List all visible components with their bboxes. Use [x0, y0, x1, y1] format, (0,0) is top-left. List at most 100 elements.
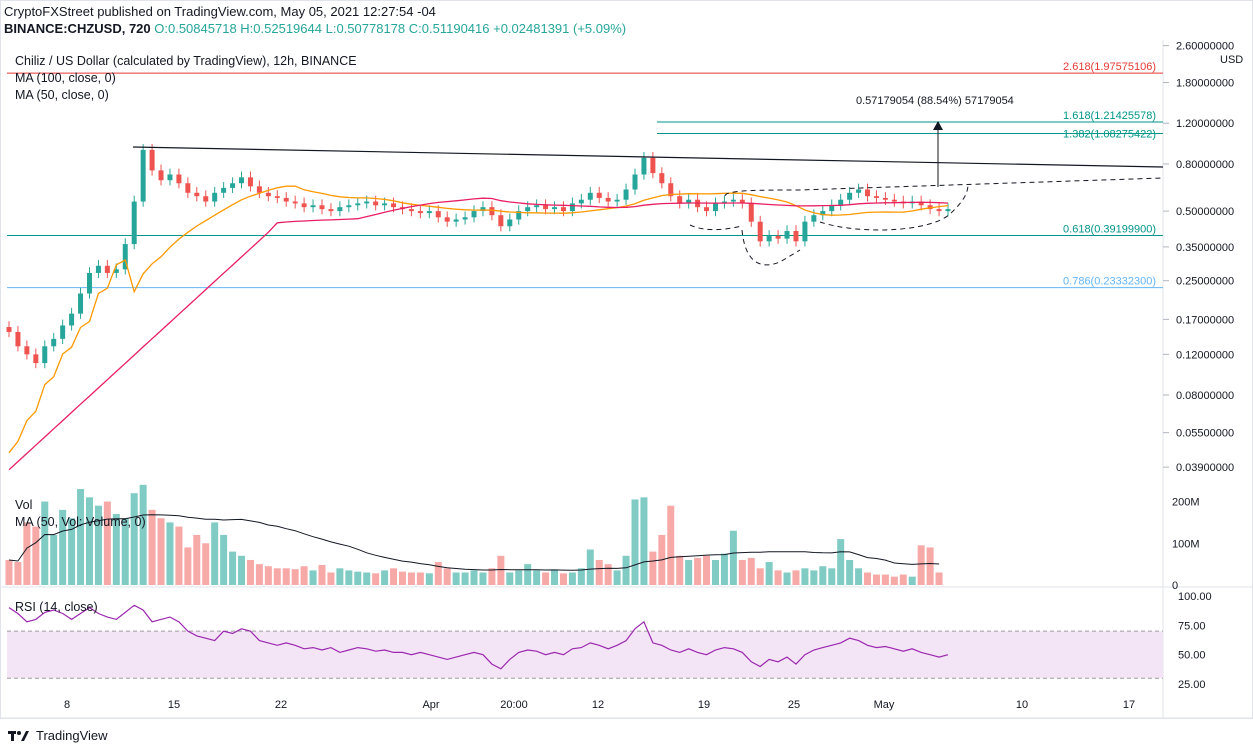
- volume-bar: [613, 570, 621, 585]
- time-tick-label: 12: [592, 699, 604, 711]
- volume-bar: [202, 543, 210, 585]
- volume-bar: [59, 509, 67, 585]
- candle-body: [230, 183, 236, 188]
- candle-body: [534, 205, 540, 208]
- volume-bar: [577, 568, 585, 585]
- volume-bar: [41, 501, 49, 585]
- candle-body: [489, 207, 495, 216]
- volume-bar: [649, 551, 657, 585]
- time-tick-label: 17: [1123, 699, 1135, 711]
- candle-body: [802, 221, 808, 242]
- volume-bar: [604, 564, 612, 585]
- volume-bar: [801, 568, 809, 585]
- candle-body: [793, 231, 799, 242]
- volume-bar: [246, 559, 254, 585]
- volume-bar: [640, 497, 648, 585]
- candle-body: [936, 209, 942, 212]
- candle-body: [221, 187, 227, 193]
- candle-body: [605, 197, 611, 202]
- left-shoulder-dashed: [689, 224, 743, 231]
- candle-body: [51, 338, 57, 347]
- candle-body: [382, 203, 388, 206]
- price-tick-label: 0.50000000: [1176, 206, 1234, 218]
- time-tick-label: 15: [168, 699, 180, 711]
- neckline-dashed: [724, 177, 1164, 197]
- tradingview-logo-icon: [8, 730, 29, 741]
- volume-bar: [238, 555, 246, 585]
- volume-tick-label: 100M: [1172, 538, 1200, 550]
- candle-body: [78, 293, 84, 314]
- time-tick-label: Apr: [422, 699, 439, 711]
- volume-bar: [336, 568, 344, 585]
- volume-bar: [631, 499, 639, 585]
- volume-bar: [345, 570, 353, 585]
- candle-body: [60, 325, 66, 339]
- candle-body: [167, 174, 173, 181]
- volume-bar: [846, 559, 854, 585]
- volume-bar: [148, 509, 156, 585]
- volume-bar: [524, 564, 532, 585]
- volume-bars: [5, 484, 943, 585]
- volume-legend: Vol: [15, 498, 33, 512]
- footer-brand[interactable]: TradingView: [8, 728, 108, 743]
- volume-bar: [291, 569, 299, 585]
- candle-body: [569, 203, 575, 212]
- volume-bar: [68, 518, 76, 585]
- volume-bar: [470, 570, 478, 585]
- volume-bar: [407, 572, 415, 585]
- candle-body: [42, 346, 48, 364]
- volume-tick-label: 200M: [1172, 497, 1200, 509]
- fib-level-label: 2.618(1.97575106): [1063, 61, 1156, 73]
- volume-bar: [908, 576, 916, 585]
- candle-body: [516, 211, 522, 220]
- rsi-tick-label: 100.00: [1178, 591, 1212, 603]
- candle-body: [328, 209, 334, 212]
- volume-bar: [372, 573, 380, 585]
- volume-bar: [864, 572, 872, 585]
- candle-body: [140, 149, 146, 202]
- candle-body: [337, 207, 343, 212]
- price-tick-label: 0.35000000: [1176, 242, 1234, 254]
- volume-bar: [890, 576, 898, 585]
- volume-bar: [729, 530, 737, 585]
- volume-bar: [103, 501, 111, 585]
- volume-bar: [273, 568, 281, 585]
- ma100-line: [8, 197, 949, 471]
- head-dashed: [741, 229, 801, 266]
- candle-body: [274, 196, 280, 198]
- candle-body: [757, 221, 763, 242]
- volume-bar: [121, 518, 129, 585]
- candle-body: [838, 199, 844, 206]
- volume-bar: [926, 547, 934, 585]
- candle-body: [739, 199, 745, 204]
- volume-bar: [32, 526, 40, 585]
- price-tick-label: 0.80000000: [1176, 159, 1234, 171]
- time-tick-label: 10: [1016, 699, 1028, 711]
- volume-tick-label: 0: [1172, 580, 1178, 592]
- volume-bar: [184, 547, 192, 585]
- volume-bar: [828, 568, 836, 585]
- fib-level-label: 0.618(0.39199900): [1063, 224, 1156, 236]
- candle-body: [704, 207, 710, 212]
- volume-bar: [229, 551, 237, 585]
- volume-bar: [23, 522, 31, 585]
- volume-bar: [703, 555, 711, 585]
- candle-body: [355, 203, 361, 206]
- price-tick-label: 0.08000000: [1176, 390, 1234, 402]
- volume-bar: [756, 568, 764, 585]
- candle-body: [373, 201, 379, 206]
- candle-body: [444, 217, 450, 222]
- candle-body: [453, 219, 459, 222]
- volume-bar: [819, 566, 827, 585]
- candle-body: [686, 199, 692, 204]
- volume-bar: [774, 570, 782, 585]
- measure-label: 0.57179054 (88.54%) 57179054: [856, 95, 1014, 107]
- candle-body: [256, 186, 262, 193]
- volume-bar: [300, 566, 308, 585]
- candle-body: [927, 205, 933, 210]
- symbol-ohlc-line: BINANCE:CHZUSD, 720 O:0.50845718 H:0.525…: [4, 21, 626, 36]
- price-tick-label: 1.20000000: [1176, 118, 1234, 130]
- volume-bar: [783, 572, 791, 585]
- price-tick-label: 0.03900000: [1176, 462, 1234, 474]
